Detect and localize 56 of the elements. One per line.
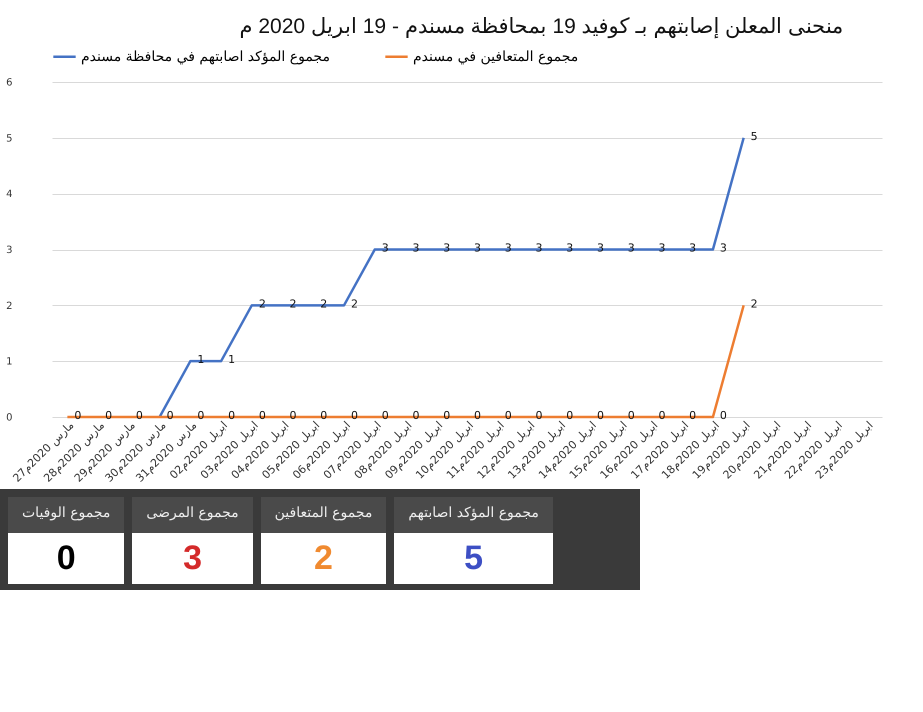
data-label: 3 [412, 242, 420, 254]
data-label: 0 [351, 409, 358, 422]
data-label: 0 [290, 409, 297, 422]
y-tick-label: 6 [6, 78, 12, 88]
data-label: 0 [320, 409, 328, 422]
data-label: 0 [412, 409, 420, 422]
data-label: 0 [474, 409, 481, 422]
data-label: 3 [474, 242, 481, 254]
data-label: 0 [596, 409, 604, 422]
y-tick-label: 3 [6, 245, 12, 256]
data-label: 0 [136, 409, 143, 422]
text: مجموع الوفيات [8, 497, 124, 533]
data-label: 3 [689, 242, 696, 254]
data-label: 0 [566, 409, 574, 422]
data-label: 3 [658, 242, 666, 254]
data-label: 0 [228, 409, 236, 422]
data-label: 3 [566, 242, 574, 254]
legend-label: مجموع المتعافين في مسندم [413, 48, 578, 65]
data-label: 5 [750, 130, 758, 143]
data-label: 0 [689, 409, 696, 422]
data-label: 0 [535, 409, 542, 422]
data-label: 2 [750, 297, 758, 310]
data-label: 3 [720, 242, 727, 254]
data-label: 0 [720, 409, 727, 422]
data-label: 0 [658, 409, 666, 422]
data-label: 0 [74, 409, 82, 422]
data-label: 3 [443, 242, 450, 254]
data-label: 3 [382, 242, 389, 254]
data-label: 3 [628, 242, 635, 254]
data-label: 3 [504, 242, 512, 254]
text: مجموع المرضى [132, 497, 253, 533]
data-label: 0 [197, 409, 204, 422]
y-tick-label: 1 [6, 356, 12, 368]
y-tick-label: 0 [6, 412, 12, 424]
text: مجموع المتعافين [260, 497, 386, 533]
text: 5 [394, 533, 553, 584]
data-label: 0 [628, 409, 635, 422]
data-label: 0 [105, 409, 112, 422]
text: 3 [132, 533, 253, 584]
text: 2 [260, 533, 386, 584]
data-label: 3 [535, 242, 542, 254]
text: مجموع المؤكد اصابتهم [394, 497, 553, 533]
data-label: 0 [504, 409, 512, 422]
y-tick-label: 4 [6, 189, 12, 200]
data-label: 0 [382, 409, 389, 422]
y-tick-label: 2 [6, 300, 12, 312]
data-label: 0 [166, 409, 174, 422]
line-series [158, 136, 745, 418]
data-label: 0 [258, 409, 266, 422]
data-label: 0 [443, 409, 450, 422]
data-label: 3 [596, 242, 604, 254]
data-label: 2 [351, 297, 358, 310]
legend-label: مجموع المؤكد اصابتهم في محافظة مسندم [81, 48, 330, 65]
data-label: 1 [228, 353, 236, 366]
chart-title: منحنى المعلن إصابتهم بـ كوفيد 19 بمحافظة مسندم - 19 ابريل 2020 م [238, 14, 844, 39]
y-tick-label: 5 [6, 133, 12, 144]
